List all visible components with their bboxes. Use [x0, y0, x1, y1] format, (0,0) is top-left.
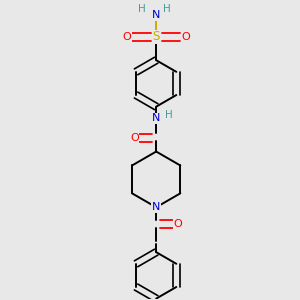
Text: O: O	[130, 133, 139, 142]
Text: H: H	[138, 4, 146, 14]
Text: N: N	[152, 113, 160, 123]
Text: N: N	[152, 10, 160, 20]
Text: H: H	[163, 4, 171, 14]
Text: O: O	[173, 219, 182, 229]
Text: H: H	[165, 110, 173, 120]
Text: O: O	[181, 32, 190, 42]
Text: S: S	[152, 31, 160, 44]
Text: N: N	[152, 202, 160, 212]
Text: O: O	[122, 32, 131, 42]
